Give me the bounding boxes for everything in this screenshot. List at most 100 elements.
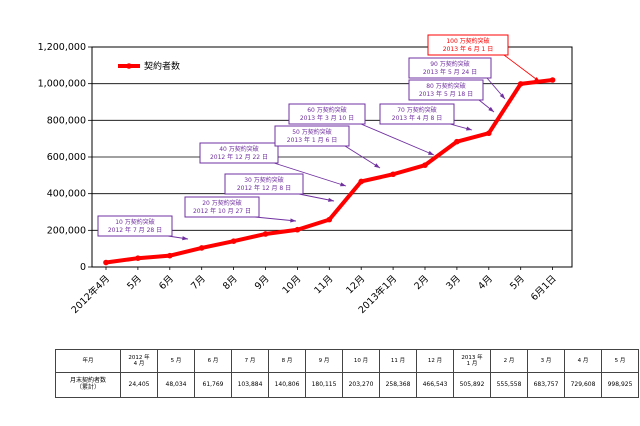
legend: 契約者数 bbox=[118, 60, 180, 72]
data-point bbox=[549, 77, 556, 83]
table-value-row: 月末契約者数 （累計） 24,405 48,034 61,769 103,884 140… bbox=[55, 372, 639, 398]
callout-box bbox=[288, 103, 366, 125]
callout-line1: 80 万契約突破 bbox=[426, 82, 466, 90]
table-header-cell: 12 月 bbox=[416, 349, 454, 373]
data-point bbox=[422, 162, 428, 168]
table-header-cell: 4 月 bbox=[564, 349, 602, 373]
table-header-cell: 2 月 bbox=[490, 349, 528, 373]
callout-arrowhead bbox=[340, 182, 346, 187]
table-header-cell: 8 月 bbox=[268, 349, 306, 373]
table-value-cell: 140,806 bbox=[268, 372, 306, 398]
callout-arrow bbox=[344, 145, 381, 169]
table-value-cell: 505,892 bbox=[453, 372, 491, 398]
table-value-cell: 48,034 bbox=[157, 372, 195, 398]
callout-line2: 2013 年 6 月 1 日 bbox=[443, 45, 493, 53]
data-point bbox=[135, 255, 141, 261]
table-value-cell: 61,769 bbox=[194, 372, 232, 398]
x-tick-label: 9月 bbox=[253, 273, 272, 292]
table-header-text: 5 月 bbox=[170, 357, 182, 364]
table-value-cell: 998,925 bbox=[601, 372, 639, 398]
data-point bbox=[167, 252, 173, 259]
series-layer bbox=[103, 77, 556, 266]
table-value-label-line2: （累計） bbox=[75, 384, 100, 391]
table-header-text: 2013 年 bbox=[461, 354, 483, 361]
callout-arrowhead bbox=[182, 236, 188, 241]
table-header-subtext: 1 月 bbox=[466, 361, 478, 367]
callout-box bbox=[408, 79, 484, 101]
callout-line1: 50 万契約突破 bbox=[292, 128, 332, 136]
x-tick-label: 6月 bbox=[157, 273, 176, 292]
table-value-cell: 180,115 bbox=[305, 372, 343, 398]
callout-line2: 2013 年 3 月 10 日 bbox=[300, 114, 354, 122]
table-header-label: 年月 bbox=[55, 349, 121, 373]
table-value-cell: 258,368 bbox=[379, 372, 417, 398]
table-header-cell: 5 月 bbox=[601, 349, 639, 373]
callout-line1: 70 万契約突破 bbox=[397, 106, 437, 114]
callout-line1: 60 万契約突破 bbox=[307, 106, 347, 114]
callout-line2: 2013 年 4 月 8 日 bbox=[392, 114, 442, 122]
callout-arrowhead bbox=[290, 218, 296, 223]
table-header-text: 4 月 bbox=[577, 357, 589, 364]
callout-line2: 2012 年 12 月 8 日 bbox=[237, 184, 291, 192]
x-tick-label: 4月 bbox=[476, 273, 495, 292]
data-point bbox=[103, 259, 109, 266]
table-value-cell: 683,757 bbox=[527, 372, 565, 398]
legend-marker bbox=[126, 63, 132, 69]
callout-line2: 2013 年 5 月 24 日 bbox=[423, 68, 477, 76]
y-axis: 0 200,000 400,000 600,000 800,000 1,000,000 1,… bbox=[38, 42, 92, 273]
callout-line1: 30 万契約突破 bbox=[244, 176, 284, 184]
table-value-label-line1: 月末契約者数 bbox=[69, 377, 106, 385]
callout-arrowhead bbox=[374, 163, 380, 168]
callout-arrowhead bbox=[499, 93, 505, 99]
callout-line1: 40 万契約突破 bbox=[219, 145, 259, 153]
y-tick-label: 800,000 bbox=[47, 115, 86, 126]
y-tick-label: 200,000 bbox=[47, 225, 86, 236]
table-header-cell: 3 月 bbox=[527, 349, 565, 373]
data-point bbox=[358, 178, 365, 185]
callout-box bbox=[224, 173, 304, 195]
table-value-cell: 555,558 bbox=[490, 372, 528, 398]
callout-line1: 100 万契約突破 bbox=[446, 37, 489, 45]
x-tick-label: 7月 bbox=[189, 273, 208, 292]
table-header-text: 3 月 bbox=[540, 357, 552, 364]
table-header-cell: 5 月 bbox=[157, 349, 195, 373]
callout-line1: 10 万契約突破 bbox=[115, 218, 155, 226]
x-tick-label: 11月 bbox=[312, 273, 335, 296]
x-tick-label: 5月 bbox=[125, 273, 144, 292]
table-header-cell: 10 月 bbox=[342, 349, 380, 373]
data-point bbox=[390, 171, 396, 178]
callout-arrowhead bbox=[428, 150, 434, 155]
table-value-label: 月末契約者数 （累計） bbox=[55, 372, 121, 398]
table-value-cell: 203,270 bbox=[342, 372, 380, 398]
callout-arrowhead bbox=[534, 76, 540, 82]
x-tick-label: 8月 bbox=[221, 273, 240, 292]
table-value-cell: 103,884 bbox=[231, 372, 269, 398]
table-header-cell: 6 月 bbox=[194, 349, 232, 373]
callout-box bbox=[184, 196, 260, 218]
data-point bbox=[486, 130, 492, 137]
table-header-subtext: 4 月 bbox=[133, 361, 145, 367]
table-header-cell: 9 月 bbox=[305, 349, 343, 373]
callout-line2: 2012 年 10 月 27 日 bbox=[193, 207, 251, 215]
table-value-cell: 729,608 bbox=[564, 372, 602, 398]
x-tick-label: 5月 bbox=[508, 273, 527, 292]
table-header-text: 12 月 bbox=[427, 357, 443, 364]
callout-box bbox=[274, 125, 350, 147]
data-point bbox=[517, 81, 524, 87]
callout-arrow bbox=[503, 54, 541, 83]
callout-line1: 20 万契約突破 bbox=[202, 199, 242, 207]
callout-arrow bbox=[360, 123, 435, 156]
data-point bbox=[454, 138, 460, 145]
chart: 0 200,000 400,000 600,000 800,000 1,000,000 1,… bbox=[38, 34, 573, 316]
callout-arrow bbox=[254, 216, 297, 222]
table-header-text: 6 月 bbox=[207, 357, 219, 364]
